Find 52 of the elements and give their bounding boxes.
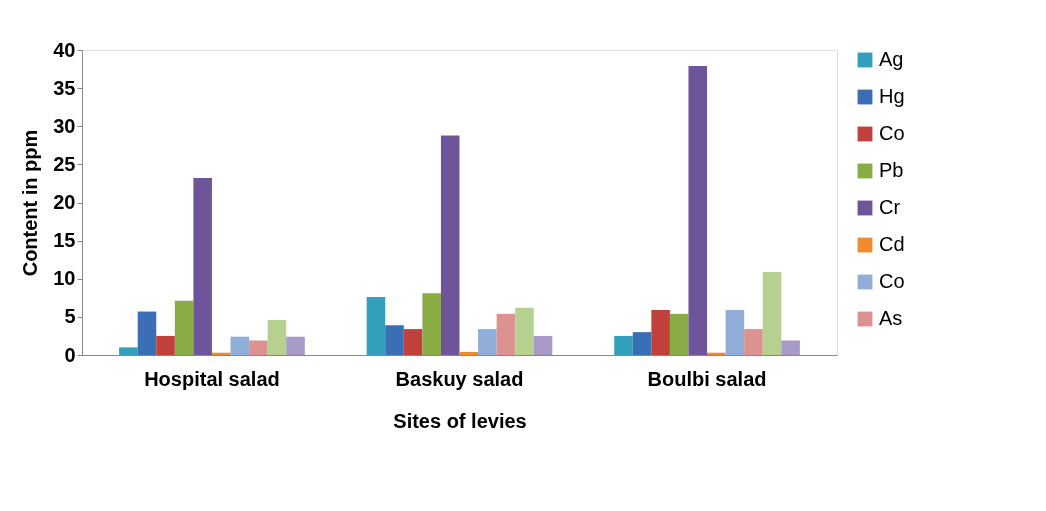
legend-label: Co: [879, 270, 905, 292]
bar: [651, 310, 670, 355]
bar: [366, 297, 386, 355]
bar: [459, 351, 479, 355]
bar: [156, 335, 175, 355]
legend-label: Pb: [879, 159, 904, 181]
bar: [119, 347, 138, 355]
y-tick-label: 35: [53, 76, 76, 99]
y-tick-label: 25: [53, 152, 76, 175]
legend-label: Hg: [879, 85, 905, 107]
y-tick-label: 40: [53, 38, 76, 61]
x-tick-label: Baskuy salad: [395, 367, 524, 390]
legend-label: Cr: [879, 196, 901, 218]
legend-label: As: [879, 307, 903, 329]
bar: [478, 329, 497, 355]
y-axis-title: Content in ppm: [19, 129, 42, 277]
bar: [762, 271, 782, 355]
bar: [707, 352, 726, 355]
bar: [286, 336, 305, 355]
bar: [193, 178, 212, 355]
y-tick-label: 15: [53, 229, 76, 252]
y-tick-label: 0: [64, 343, 76, 366]
bar: [137, 311, 157, 355]
bar: [781, 340, 800, 355]
bar: [422, 293, 441, 355]
bar: [440, 135, 460, 355]
y-tick-label: 30: [53, 114, 76, 137]
bar: [515, 307, 534, 355]
bar: [267, 319, 287, 355]
bar: [669, 313, 689, 355]
bar: [211, 352, 231, 355]
x-tick-label: Hospital salad: [144, 367, 280, 390]
bar: [174, 300, 194, 355]
legend-label: Cd: [879, 233, 905, 255]
y-tick-label: 20: [53, 191, 76, 213]
y-tick-label: 5: [64, 305, 76, 328]
bar: [249, 340, 268, 355]
bar: [230, 336, 250, 355]
bar: [725, 310, 745, 355]
bar: [533, 335, 553, 355]
bar: [385, 325, 404, 355]
bar: [496, 313, 516, 355]
x-axis-title: Sites of levies: [393, 409, 527, 432]
legend-label: Ag: [879, 48, 904, 70]
bar: [744, 329, 763, 355]
bar: [632, 332, 652, 355]
x-tick-label: Boulbi salad: [647, 367, 767, 390]
bar: [403, 329, 423, 355]
bar: [688, 66, 708, 355]
legend-label: Co: [879, 122, 905, 144]
y-tick-label: 10: [53, 267, 76, 290]
bar: [614, 335, 633, 355]
